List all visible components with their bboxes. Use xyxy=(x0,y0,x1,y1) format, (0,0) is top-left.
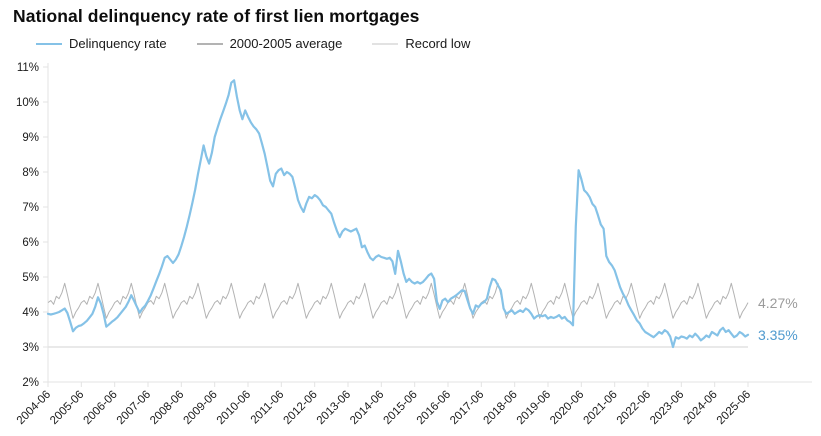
x-tick-label: 2017-06 xyxy=(448,389,486,427)
y-tick-label: 3% xyxy=(22,342,39,354)
x-tick-label: 2018-06 xyxy=(481,389,519,427)
x-tick-label: 2021-06 xyxy=(581,389,619,427)
average-line xyxy=(47,282,749,319)
x-tick-label: 2009-06 xyxy=(181,389,219,427)
y-tick-label: 2% xyxy=(22,377,39,389)
y-tick-label: 8% xyxy=(22,167,39,179)
legend-item-2000-2005-average[interactable]: 2000-2005 average xyxy=(196,36,343,51)
x-tick-label: 2011-06 xyxy=(249,389,287,427)
legend-label-record-low: Record low xyxy=(405,36,471,51)
x-tick-label: 2013-06 xyxy=(315,389,353,427)
legend-item-delinquency-rate[interactable]: Delinquency rate xyxy=(36,36,167,51)
legend-label-2000-2005-average: 2000-2005 average xyxy=(229,36,343,51)
y-tick-label: 5% xyxy=(22,272,39,284)
average-swatch-icon xyxy=(196,42,223,45)
current-delinquency-value-label: 3.35% xyxy=(758,327,798,343)
y-tick-label: 6% xyxy=(22,237,39,249)
x-tick-label: 2020-06 xyxy=(548,389,586,427)
x-tick-label: 2019-06 xyxy=(515,389,553,427)
delinquency-rate-swatch-icon xyxy=(36,42,62,45)
x-tick-label: 2023-06 xyxy=(648,389,686,427)
y-tick-label: 9% xyxy=(22,132,39,144)
y-tick-label: 10% xyxy=(16,97,39,109)
legend-item-record-low[interactable]: Record low xyxy=(372,36,470,51)
x-tick-label: 2016-06 xyxy=(415,389,453,427)
x-tick-label: 2025-06 xyxy=(715,389,753,427)
x-tick-label: 2004-06 xyxy=(15,389,53,427)
delinquency-line xyxy=(46,79,750,349)
average-end-value-label: 4.27% xyxy=(758,295,798,311)
x-tick-label: 2007-06 xyxy=(115,389,153,427)
x-tick-label: 2015-06 xyxy=(381,389,419,427)
y-tick-label: 7% xyxy=(22,202,39,214)
record-low-swatch-icon xyxy=(372,42,399,45)
x-tick-label: 2022-06 xyxy=(615,389,653,427)
y-tick-label: 11% xyxy=(17,62,39,74)
legend-label-delinquency-rate: Delinquency rate xyxy=(69,36,167,51)
x-tick-label: 2024-06 xyxy=(681,389,719,427)
x-tick-label: 2014-06 xyxy=(348,389,386,427)
x-tick-label: 2006-06 xyxy=(81,389,119,427)
chart-title: National delinquency rate of first lien … xyxy=(13,6,420,26)
legend: Delinquency rate 2000-2005 average Recor… xyxy=(36,36,470,51)
y-tick-label: 4% xyxy=(22,307,39,319)
x-tick-label: 2010-06 xyxy=(215,389,253,427)
x-tick-label: 2012-06 xyxy=(281,389,319,427)
x-tick-label: 2008-06 xyxy=(148,389,186,427)
x-tick-label: 2005-06 xyxy=(48,389,86,427)
